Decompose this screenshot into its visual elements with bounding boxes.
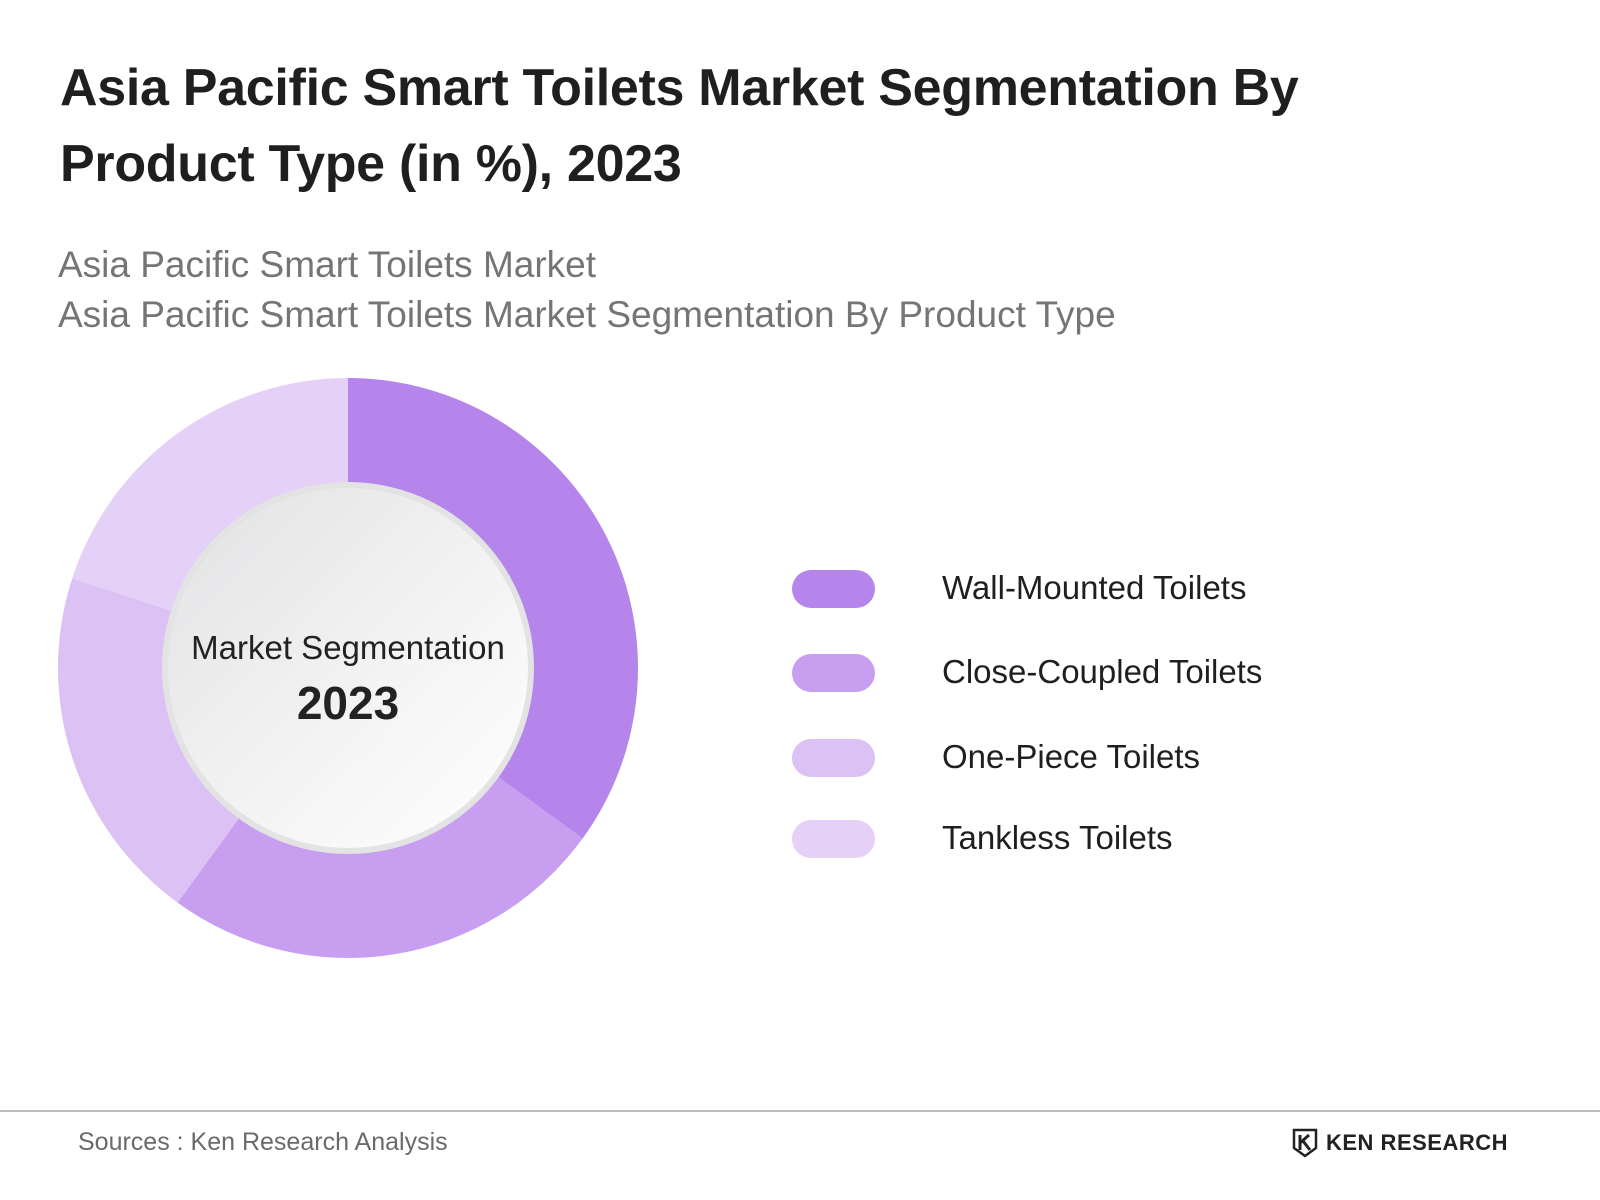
center-year: 2023 [297, 677, 399, 729]
chart-subtitle-market: Asia Pacific Smart Toilets Market [58, 244, 597, 285]
logo-shield-icon [1292, 1128, 1318, 1158]
legend-swatch [792, 570, 875, 608]
ken-research-logo: KEN RESEARCH [1292, 1128, 1522, 1158]
donut-center-disc [168, 488, 528, 848]
legend-swatch [792, 739, 875, 777]
footer-divider [0, 1110, 1600, 1112]
logo-text: KEN RESEARCH [1326, 1130, 1509, 1155]
legend-item: Wall-Mounted Toilets [792, 569, 1392, 610]
legend-label: One-Piece Toilets [942, 738, 1201, 775]
legend-swatch [792, 654, 875, 692]
legend-label: Close-Coupled Toilets [942, 653, 1263, 690]
legend-item: Tankless Toilets [792, 819, 1392, 860]
legend-item: Close-Coupled Toilets [792, 653, 1392, 694]
donut-chart: Market Segmentation 2023 [57, 378, 638, 958]
source-note: Sources : Ken Research Analysis [78, 1128, 448, 1156]
legend-swatch [792, 820, 875, 858]
chart-title: Asia Pacific Smart Toilets Market Segmen… [60, 59, 1299, 193]
legend-item: One-Piece Toilets [792, 738, 1392, 779]
chart-subtitle-segmentation: Asia Pacific Smart Toilets Market Segmen… [58, 294, 1116, 335]
center-label: Market Segmentation [191, 629, 505, 666]
legend-label: Tankless Toilets [942, 819, 1173, 856]
legend-label: Wall-Mounted Toilets [942, 569, 1247, 606]
